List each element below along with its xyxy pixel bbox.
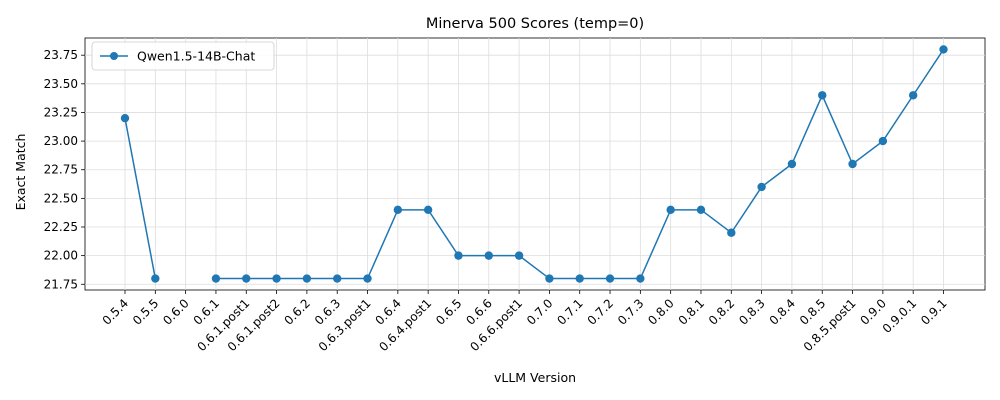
x-tick-label: 0.7.2 bbox=[585, 296, 616, 327]
data-point bbox=[666, 205, 675, 215]
x-tick-label: 0.7.1 bbox=[554, 296, 585, 327]
legend-box bbox=[91, 41, 275, 71]
x-tick-label: 0.6.0 bbox=[160, 296, 191, 327]
data-point bbox=[575, 274, 584, 283]
x-tick-label: 0.8.1 bbox=[676, 296, 707, 327]
data-point bbox=[908, 91, 918, 100]
legend-label: Qwen1.5-14B-Chat bbox=[137, 49, 255, 64]
series-layer bbox=[120, 45, 948, 283]
data-point bbox=[302, 274, 312, 283]
legend: Qwen1.5-14B-Chat bbox=[91, 41, 275, 71]
data-point bbox=[818, 91, 827, 100]
data-point bbox=[848, 159, 857, 169]
x-tick-label: 0.6.2 bbox=[282, 296, 313, 327]
x-tick-label: 0.9.0.1 bbox=[880, 296, 920, 336]
data-point bbox=[757, 182, 766, 192]
x-tick-label: 0.6.5 bbox=[433, 296, 464, 327]
x-axis: 0.5.40.5.50.6.00.6.10.6.1.post10.6.1.pos… bbox=[100, 290, 950, 354]
x-axis-label: vLLM Version bbox=[494, 370, 576, 385]
grid bbox=[85, 38, 985, 290]
data-point bbox=[454, 251, 463, 260]
data-point bbox=[363, 274, 372, 283]
data-point bbox=[636, 274, 645, 283]
data-point bbox=[423, 205, 433, 215]
x-tick-label: 0.8.0 bbox=[645, 296, 676, 327]
x-tick-label: 0.7.0 bbox=[524, 296, 555, 327]
data-point bbox=[696, 205, 706, 215]
data-point bbox=[605, 274, 615, 283]
x-tick-label: 0.8.2 bbox=[706, 296, 737, 327]
data-point bbox=[151, 274, 160, 283]
series-line bbox=[124, 118, 157, 279]
plot-area bbox=[84, 37, 986, 291]
data-point bbox=[727, 228, 736, 237]
data-point bbox=[272, 274, 281, 283]
data-point bbox=[393, 205, 403, 215]
data-point bbox=[120, 113, 130, 123]
data-point bbox=[787, 159, 797, 169]
legend-marker bbox=[110, 52, 118, 60]
y-tick-label: 22.50 bbox=[44, 191, 78, 205]
x-tick-label: 0.8.3 bbox=[736, 296, 767, 327]
y-tick-label: 22.00 bbox=[44, 249, 78, 263]
x-tick-label: 0.5.4 bbox=[100, 296, 131, 327]
data-point bbox=[242, 274, 251, 283]
data-point bbox=[514, 251, 524, 260]
x-tick-label: 0.8.4 bbox=[767, 296, 798, 327]
data-point bbox=[878, 136, 888, 146]
data-point bbox=[333, 274, 342, 283]
y-tick-label: 23.00 bbox=[44, 134, 78, 148]
y-tick-label: 21.75 bbox=[44, 277, 78, 291]
data-point bbox=[545, 274, 554, 283]
x-tick-label: 0.5.5 bbox=[130, 296, 161, 327]
x-tick-label: 0.7.3 bbox=[615, 296, 646, 327]
y-tick-label: 23.75 bbox=[44, 48, 78, 62]
data-point bbox=[211, 274, 221, 283]
y-axis: 21.75 22.00 22.25 22.50 22.75 23.00 23.25 23.50… bbox=[44, 48, 85, 291]
chart-title: Minerva 500 Scores (temp=0) bbox=[426, 16, 644, 32]
data-point bbox=[939, 45, 948, 54]
y-tick-label: 23.50 bbox=[44, 77, 78, 91]
y-axis-label: Exact Match bbox=[13, 134, 28, 211]
x-tick-label: 0.9.1 bbox=[918, 296, 949, 327]
data-point bbox=[484, 251, 493, 260]
y-tick-label: 22.75 bbox=[44, 163, 78, 177]
y-tick-label: 23.25 bbox=[44, 105, 78, 119]
y-tick-label: 22.25 bbox=[44, 220, 78, 234]
